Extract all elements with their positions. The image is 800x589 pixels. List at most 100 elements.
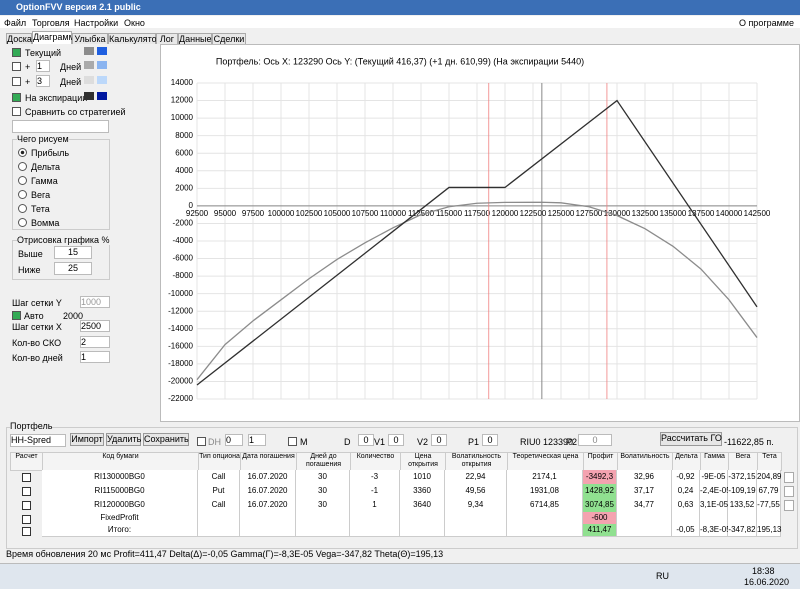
- menu-item[interactable]: Окно: [124, 18, 145, 28]
- table-header: Дельта: [672, 452, 701, 471]
- checkbox[interactable]: [12, 48, 21, 57]
- table-cell: 0,63: [672, 498, 700, 513]
- checkbox[interactable]: [22, 515, 31, 524]
- checkbox[interactable]: [22, 487, 31, 496]
- tab[interactable]: Лог: [156, 33, 178, 44]
- radio[interactable]: [18, 190, 27, 199]
- table-cell: Call: [198, 498, 240, 513]
- x-tick-label: 137500: [688, 209, 715, 218]
- input[interactable]: 0: [578, 434, 612, 446]
- ticker: RIU0 123390: [520, 437, 574, 447]
- label: Авто: [24, 311, 44, 321]
- label: Вега: [31, 190, 51, 200]
- input[interactable]: 2500: [80, 320, 110, 332]
- table-cell: 9,34: [445, 498, 507, 513]
- label: Текущий: [25, 48, 61, 58]
- tab[interactable]: Диаграмма: [32, 31, 80, 44]
- lang[interactable]: RU: [656, 571, 669, 581]
- radio[interactable]: [18, 218, 27, 227]
- checkbox[interactable]: [22, 527, 31, 536]
- radio[interactable]: [18, 176, 27, 185]
- checkbox[interactable]: [22, 501, 31, 510]
- input[interactable]: 0: [431, 434, 447, 446]
- swatch: [84, 92, 94, 100]
- table-cell: RI120000BG0: [42, 498, 198, 513]
- tab[interactable]: Данные: [178, 33, 212, 44]
- checkbox[interactable]: [12, 311, 21, 320]
- input[interactable]: 1000: [80, 296, 110, 308]
- delete-button[interactable]: [784, 486, 794, 497]
- table-header: Цена открытия: [400, 452, 446, 471]
- y-tick-label: -2000: [173, 219, 194, 228]
- delete-button[interactable]: [784, 472, 794, 483]
- menu-item[interactable]: Настройки: [74, 18, 119, 28]
- group-title: Портфель: [10, 421, 53, 431]
- menu-item[interactable]: Файл: [4, 18, 27, 28]
- tab[interactable]: Сделки: [212, 33, 246, 44]
- input[interactable]: 1: [80, 351, 110, 363]
- x-tick-label: 110000: [380, 209, 407, 218]
- button[interactable]: Рассчитать ГО: [660, 432, 722, 446]
- radio[interactable]: [18, 148, 27, 157]
- table-cell: -372,15: [728, 470, 757, 485]
- tab[interactable]: Улыбка: [72, 33, 108, 44]
- label: Выше: [18, 249, 43, 259]
- y-tick-label: -12000: [168, 306, 193, 315]
- input[interactable]: 3: [36, 75, 50, 87]
- label: Дельта: [31, 162, 61, 172]
- tab[interactable]: Калькулятор: [108, 33, 162, 44]
- chart-title: Портфель: Ось X: 123290 Ось Y: (Текущий …: [216, 56, 584, 66]
- button[interactable]: Удалить: [106, 433, 142, 446]
- menu-item[interactable]: О программе: [738, 18, 794, 28]
- x-tick-label: 95000: [214, 209, 237, 218]
- table-cell: [400, 524, 445, 537]
- table-cell: Итого:: [42, 524, 198, 537]
- checkbox[interactable]: [12, 107, 21, 116]
- x-tick-label: 142500: [744, 209, 771, 218]
- label: Кол-во СКО: [12, 338, 62, 348]
- input[interactable]: 0: [358, 434, 374, 446]
- table-cell: 34,77: [617, 498, 672, 513]
- checkbox[interactable]: [12, 93, 21, 102]
- checkbox[interactable]: [12, 77, 21, 86]
- clock-time: 18:38: [752, 566, 775, 576]
- tab[interactable]: Доска: [6, 33, 32, 44]
- menu-item[interactable]: Торговля: [32, 18, 70, 28]
- y-tick-label: -22000: [168, 394, 193, 403]
- y-tick-label: -4000: [173, 236, 194, 245]
- input[interactable]: 15: [54, 246, 92, 259]
- radio[interactable]: [18, 204, 27, 213]
- input[interactable]: 2: [80, 336, 110, 348]
- y-tick-label: 12000: [171, 96, 194, 105]
- input[interactable]: 25: [54, 262, 92, 275]
- table-header: Теоретическая цена: [507, 452, 584, 471]
- checkbox[interactable]: [22, 473, 31, 482]
- swatch: [97, 47, 107, 55]
- swatch: [84, 61, 94, 69]
- dropdown[interactable]: HH-Spred: [10, 434, 66, 447]
- table-header: Код бумаги: [42, 452, 199, 471]
- label: Дней: [60, 62, 82, 72]
- x-tick-label: 117500: [464, 209, 491, 218]
- spinner[interactable]: 1: [248, 434, 266, 446]
- label: Дней: [60, 77, 82, 87]
- checkbox[interactable]: [197, 437, 206, 446]
- button[interactable]: Импорт: [70, 433, 104, 446]
- table-cell: -347,82: [728, 524, 757, 537]
- delete-button[interactable]: [784, 500, 794, 511]
- dropdown[interactable]: [12, 120, 109, 133]
- spinner[interactable]: 0: [225, 434, 243, 446]
- checkbox[interactable]: [12, 62, 21, 71]
- radio[interactable]: [18, 162, 27, 171]
- table-cell: 411,47: [583, 524, 617, 537]
- input[interactable]: 1: [36, 60, 50, 72]
- label: Шаг сетки Y: [12, 298, 62, 308]
- table-header: Тип опциона: [198, 452, 241, 471]
- button[interactable]: Сохранить: [143, 433, 189, 446]
- label: +: [25, 62, 31, 72]
- table-cell: 3074,85: [583, 498, 617, 513]
- input[interactable]: 0: [482, 434, 498, 446]
- checkbox[interactable]: [288, 437, 297, 446]
- table-cell: 0,24: [672, 484, 700, 499]
- input[interactable]: 0: [388, 434, 404, 446]
